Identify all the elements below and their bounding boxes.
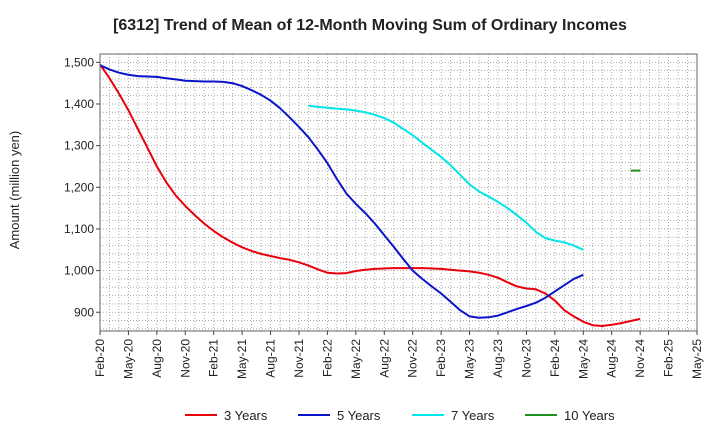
x-tick-label: Aug-22 (377, 339, 391, 378)
y-axis-label: Amount (million yen) (7, 131, 22, 250)
x-tick-label: Feb-23 (434, 339, 448, 377)
plot-frame (99, 53, 698, 332)
x-tick-label: May-25 (690, 339, 704, 379)
plot-area (99, 53, 698, 332)
y-tick-label: 1,300 (64, 139, 94, 153)
x-tick-label: May-22 (349, 339, 363, 379)
legend-label: 7 Years (451, 408, 495, 423)
legend-label: 3 Years (224, 408, 268, 423)
x-tick-label: Aug-21 (264, 339, 278, 378)
x-tick-label: Nov-22 (406, 339, 420, 378)
x-tick-label: May-23 (463, 339, 477, 379)
plot-background (100, 54, 697, 331)
legend-label: 10 Years (564, 408, 615, 423)
y-axis-ticks: 900 1,000 1,100 1,200 1,300 1,400 1,500 (64, 55, 100, 319)
y-tick-label: 1,200 (64, 180, 94, 194)
legend: 3 Years 5 Years 7 Years 10 Years (185, 408, 615, 423)
x-tick-label: May-20 (121, 339, 135, 379)
series-line-5-years (99, 64, 584, 319)
x-tick-label: Aug-20 (150, 339, 164, 378)
chart-title: [6312] Trend of Mean of 12-Month Moving … (113, 17, 627, 34)
x-tick-label: Feb-24 (548, 339, 562, 377)
y-tick-label: 1,100 (64, 222, 94, 236)
series-line-7-years (308, 104, 584, 251)
x-tick-label: Aug-24 (605, 339, 619, 378)
x-tick-label: Feb-20 (93, 339, 107, 377)
series-lines (99, 63, 641, 327)
x-tick-label: May-21 (235, 339, 249, 379)
y-tick-label: 1,000 (64, 264, 94, 278)
x-tick-label: Nov-21 (292, 339, 306, 378)
x-tick-label: Nov-20 (178, 339, 192, 378)
legend-label: 5 Years (337, 408, 381, 423)
y-tick-label: 1,500 (64, 55, 94, 69)
x-tick-label: Feb-22 (320, 339, 334, 377)
x-tick-label: Nov-23 (519, 339, 533, 378)
x-axis-ticks: Feb-20 May-20 Aug-20 Nov-20 Feb-21 May-21 Aug-… (93, 331, 704, 379)
y-tick-label: 1,400 (64, 97, 94, 111)
x-tick-label: Feb-25 (662, 339, 676, 377)
x-tick-label: Feb-21 (207, 339, 221, 377)
grid-lines (100, 53, 697, 331)
series-line-3-years (99, 63, 641, 327)
x-tick-label: Aug-23 (491, 339, 505, 378)
x-tick-label: May-24 (576, 339, 590, 379)
y-tick-label: 900 (74, 305, 94, 319)
x-tick-label: Nov-24 (633, 339, 647, 378)
